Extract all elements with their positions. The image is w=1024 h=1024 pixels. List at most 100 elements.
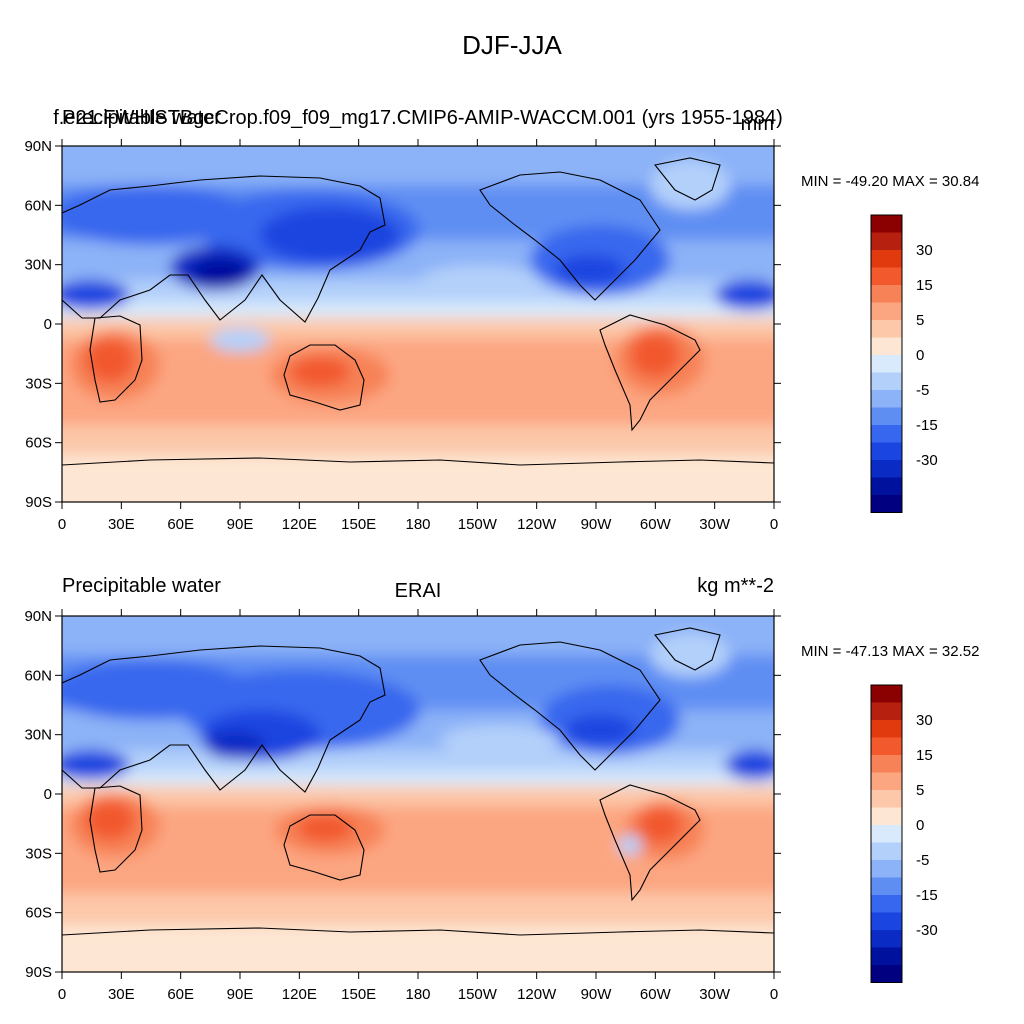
contour-field-erai <box>62 616 774 972</box>
colorbar-segment <box>871 772 902 790</box>
y-tick-label: 60N <box>24 667 52 684</box>
colorbar-label: -15 <box>916 417 938 434</box>
panel-model-left-title: Precipitable water <box>62 107 221 129</box>
x-tick-label: 150E <box>341 516 376 533</box>
colorbar-segment <box>871 825 902 843</box>
x-tick-label: 150W <box>458 986 498 1003</box>
panel-erai-units: kg m**-2 <box>697 575 774 597</box>
colorbar-segment <box>871 495 902 513</box>
colorbar-label: 30 <box>916 242 933 259</box>
panel-erai-center-title: ERAI <box>395 580 442 602</box>
colorbar-segment <box>871 477 902 495</box>
colorbar-model: 30 15 5 0 -5 -15 -30 <box>870 214 938 513</box>
x-tick-label: 0 <box>58 986 66 1003</box>
colorbar-segment <box>871 755 902 773</box>
x-tick-label: 150W <box>458 516 498 533</box>
colorbar-label: -30 <box>916 922 938 939</box>
colorbar-label: 15 <box>916 747 933 764</box>
x-tick-label: 30E <box>108 516 135 533</box>
colorbar-segment <box>871 215 902 233</box>
colorbar-label: -5 <box>916 382 929 399</box>
colorbar-label: -15 <box>916 887 938 904</box>
y-tick-label: 90S <box>25 964 52 981</box>
x-tick-label: 120W <box>517 516 557 533</box>
figure-title: DJF-JJA <box>462 30 562 60</box>
x-tick-label: 30E <box>108 986 135 1003</box>
x-tick-label: 180 <box>405 986 430 1003</box>
colorbar-segment <box>871 930 902 948</box>
colorbar-segment <box>871 425 902 443</box>
panel-model: 0 30E 60E 90E 120E 150E 180 150W 120W 90W 60W 30W 09… <box>24 107 979 533</box>
panel-erai: 0 30E 60E 90E 120E 150E 180 150W 120W 90W 60W 30W 09… <box>24 575 979 1003</box>
colorbar-segment <box>871 267 902 285</box>
panel-model-center-title: f.e21.FWHISTBgcCrop.f09_f09_mg17.CMIP6-A… <box>53 107 783 129</box>
colorbar-segment <box>871 860 902 878</box>
y-tick-label: 60S <box>25 905 52 922</box>
colorbar-segment <box>871 407 902 425</box>
colorbar-segment <box>871 232 902 250</box>
x-tick-label: 90E <box>227 986 254 1003</box>
colorbar-label: 5 <box>916 782 924 799</box>
y-tick-label: 90S <box>25 494 52 511</box>
colorbar-label: 30 <box>916 712 933 729</box>
colorbar-label: 15 <box>916 277 933 294</box>
y-tick-label: 30N <box>24 257 52 274</box>
coastlines-model <box>62 157 774 466</box>
y-tick-label: 60S <box>25 435 52 452</box>
x-tick-label: 0 <box>58 516 66 533</box>
colorbar-segment <box>871 320 902 338</box>
colorbar-segment <box>871 702 902 720</box>
contour-field-model <box>62 146 774 502</box>
colorbar-segment <box>871 912 902 930</box>
x-tick-label: 90W <box>581 986 613 1003</box>
colorbar-segment <box>871 842 902 860</box>
colorbar-label: -5 <box>916 852 929 869</box>
colorbar-segment <box>871 460 902 478</box>
y-tick-label: 30S <box>25 845 52 862</box>
colorbar-segment <box>871 390 902 408</box>
y-tick-label: 30N <box>24 727 52 744</box>
x-tick-label: 120E <box>282 986 317 1003</box>
y-tick-label: 90N <box>24 608 52 625</box>
x-tick-label: 150E <box>341 986 376 1003</box>
colorbar-segment <box>871 372 902 390</box>
x-tick-label: 120E <box>282 516 317 533</box>
colorbar-segment <box>871 737 902 755</box>
colorbar-segment <box>871 355 902 373</box>
colorbar-segment <box>871 285 902 303</box>
panel-erai-left-title: Precipitable water <box>62 575 221 597</box>
colorbar-label: -30 <box>916 452 938 469</box>
y-tick-label: 0 <box>44 786 52 803</box>
x-tick-label: 90E <box>227 516 254 533</box>
colorbar-segment <box>871 442 902 460</box>
colorbar-label: 0 <box>916 347 924 364</box>
colorbar-label: 5 <box>916 312 924 329</box>
panel-model-units: mm <box>741 113 774 135</box>
x-tick-label: 60E <box>167 516 194 533</box>
x-tick-label: 180 <box>405 516 430 533</box>
colorbar-segment <box>871 895 902 913</box>
y-tick-label: 30S <box>25 375 52 392</box>
x-tick-label: 0 <box>770 986 778 1003</box>
x-tick-label: 60W <box>640 516 672 533</box>
colorbar-segment <box>871 947 902 965</box>
colorbar-segment <box>871 877 902 895</box>
x-tick-label: 0 <box>770 516 778 533</box>
y-tick-label: 90N <box>24 138 52 155</box>
y-tick-label: 0 <box>44 316 52 333</box>
panel-erai-minmax: MIN = -47.13 MAX = 32.52 <box>801 643 979 660</box>
colorbar-segment <box>871 302 902 320</box>
x-tick-label: 120W <box>517 986 557 1003</box>
colorbar-segment <box>871 965 902 983</box>
coastlines-erai <box>62 627 774 936</box>
colorbar-segment <box>871 250 902 268</box>
colorbar-segment <box>871 337 902 355</box>
y-tick-label: 60N <box>24 197 52 214</box>
x-tick-label: 60W <box>640 986 672 1003</box>
x-tick-label: 90W <box>581 516 613 533</box>
x-tick-label: 60E <box>167 986 194 1003</box>
colorbar-segment <box>871 807 902 825</box>
colorbar-segment <box>871 685 902 703</box>
panel-model-minmax: MIN = -49.20 MAX = 30.84 <box>801 173 979 190</box>
colorbar-segment <box>871 720 902 738</box>
